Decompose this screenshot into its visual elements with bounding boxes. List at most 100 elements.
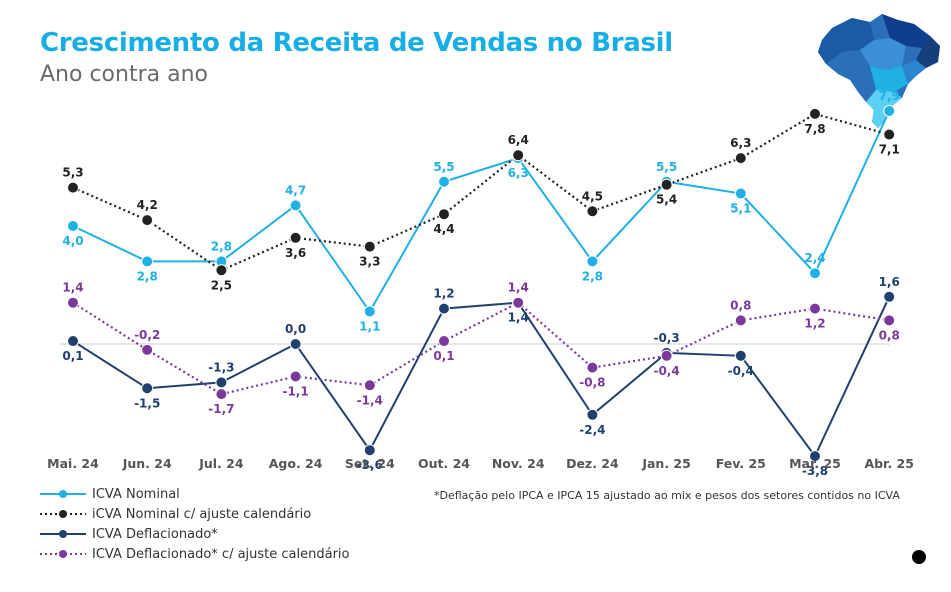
data-label: -2,4	[579, 423, 605, 437]
data-label: 6,4	[508, 133, 529, 147]
data-point	[809, 107, 821, 120]
data-point	[215, 264, 228, 277]
data-label: 5,1	[730, 202, 751, 216]
x-tick-label: Dez. 24	[566, 456, 619, 471]
data-point	[438, 302, 450, 315]
data-label: 7,8	[804, 122, 825, 136]
data-point	[883, 104, 896, 117]
data-label: 3,6	[285, 246, 306, 260]
legend-item: ICVA Deflacionado* c/ ajuste calendário	[40, 544, 350, 564]
x-tick-label: Jan. 25	[641, 456, 690, 471]
data-point	[289, 370, 302, 383]
data-label: 1,6	[879, 275, 900, 289]
legend-item: iCVA Nominal c/ ajuste calendário	[40, 504, 350, 524]
data-label: 2,5	[211, 278, 232, 292]
legend-nominal-adj-swatch	[40, 510, 86, 518]
x-tick-label: Abr. 25	[864, 456, 914, 471]
data-point	[67, 335, 79, 348]
legend-item: ICVA Nominal	[40, 484, 350, 504]
page-subtitle: Ano contra ano	[40, 62, 208, 87]
legend-label: iCVA Nominal c/ ajuste calendário	[92, 506, 312, 522]
series-line	[72, 296, 891, 459]
data-label: 6,3	[730, 136, 751, 150]
data-point	[660, 178, 673, 191]
data-point	[809, 302, 821, 315]
data-label: 1,2	[433, 287, 454, 301]
data-label: 2,4	[804, 251, 825, 265]
series-line	[72, 110, 891, 314]
data-point	[734, 349, 747, 362]
data-point	[438, 335, 450, 348]
data-point	[734, 152, 747, 165]
data-point	[512, 296, 525, 309]
data-label: 4,4	[433, 222, 454, 236]
data-label: -0,3	[653, 331, 679, 345]
data-label: 3,3	[359, 255, 380, 269]
x-tick-label: Jun. 24	[122, 456, 172, 471]
data-point	[141, 382, 154, 395]
legend-label: ICVA Deflacionado* c/ ajuste calendário	[92, 546, 350, 562]
data-label: -1,3	[208, 360, 234, 374]
data-label: -1,7	[208, 402, 234, 416]
data-label: 2,8	[211, 239, 232, 253]
data-label: 7,9	[879, 89, 900, 103]
data-point	[289, 231, 302, 244]
legend-deflated-swatch	[40, 530, 86, 538]
data-point	[67, 181, 79, 194]
x-tick-label: Mai. 24	[47, 456, 99, 471]
data-label: -1,5	[134, 396, 160, 410]
brazil-map-icon	[818, 14, 940, 128]
x-tick-label: Ago. 24	[269, 456, 323, 471]
data-label: 5,5	[656, 160, 677, 174]
data-point	[289, 199, 302, 212]
data-point	[512, 149, 525, 162]
footnote: *Deflação pelo IPCA e IPCA 15 ajustado a…	[434, 489, 900, 502]
x-tick-label: Mar. 25	[789, 456, 841, 471]
data-point	[586, 408, 599, 421]
data-label: 4,7	[285, 183, 306, 197]
data-point	[141, 214, 154, 227]
data-label: 0,8	[730, 298, 751, 312]
data-point	[883, 314, 896, 327]
legend-nominal-swatch	[40, 490, 86, 498]
data-point	[363, 240, 376, 253]
legend-deflated-adj-swatch	[40, 550, 86, 558]
data-point	[141, 343, 154, 356]
page-title: Crescimento da Receita de Vendas no Bras…	[40, 28, 673, 58]
legend-label: ICVA Deflacionado*	[92, 526, 218, 542]
data-point	[438, 208, 450, 221]
data-point	[141, 255, 154, 268]
data-point	[660, 349, 673, 362]
chart-legend: ICVA Nominal iCVA Nominal c/ ajuste cale…	[40, 484, 350, 564]
data-label: 5,5	[433, 160, 454, 174]
data-label: 6,3	[508, 166, 529, 180]
x-tick-label: Set. 24	[345, 456, 395, 471]
data-point	[215, 376, 228, 389]
data-label: 0,8	[879, 328, 900, 342]
x-tick-label: Fev. 25	[716, 456, 766, 471]
x-tick-label: Out. 24	[418, 456, 470, 471]
data-label: 2,8	[137, 269, 158, 283]
data-point	[438, 175, 450, 188]
data-label: 7,1	[879, 143, 900, 157]
data-point	[883, 128, 896, 141]
corner-dot	[912, 550, 926, 564]
legend-item: ICVA Deflacionado*	[40, 524, 350, 544]
data-point	[363, 305, 376, 318]
data-label: 0,0	[285, 322, 306, 336]
data-label: 0,1	[433, 349, 454, 363]
data-label: 1,1	[359, 320, 380, 334]
data-label: -1,1	[282, 384, 308, 398]
data-point	[67, 220, 79, 232]
data-point	[734, 314, 747, 327]
data-label: 4,5	[582, 189, 603, 203]
data-point	[289, 338, 302, 350]
x-tick-label: Nov. 24	[492, 456, 545, 471]
data-label: 1,4	[62, 281, 83, 295]
series-line	[72, 301, 890, 396]
data-point	[734, 187, 747, 200]
data-label: 0,1	[62, 349, 83, 363]
data-label: 5,3	[62, 166, 83, 180]
data-label: 2,8	[582, 269, 603, 283]
